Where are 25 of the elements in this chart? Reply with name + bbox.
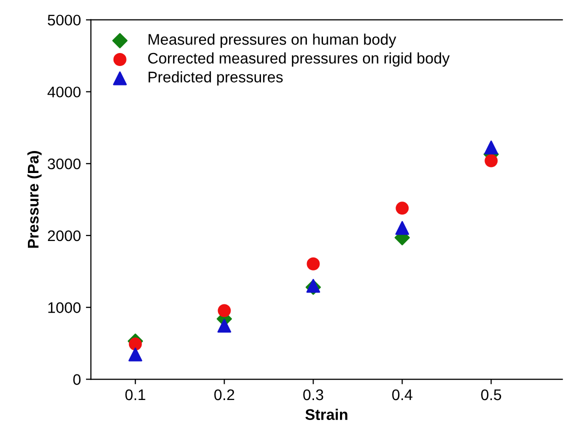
point [128, 348, 142, 362]
x-tick-label: 0.4 [392, 389, 412, 400]
point [484, 154, 498, 168]
point [217, 318, 232, 333]
legend-label: Predicted pressures [148, 71, 283, 86]
y-tick-label: 3000 [48, 158, 81, 170]
y-tick-label: 4000 [48, 86, 81, 98]
point [484, 140, 498, 154]
x-tick-label: 0.3 [303, 389, 324, 400]
x-tick-label: 0.5 [481, 389, 502, 400]
y-tick-label: 0 [73, 374, 81, 385]
y-tick-label: 1000 [48, 302, 81, 314]
y-tick-label: 2000 [48, 230, 81, 242]
point [396, 202, 409, 215]
x-axis-title: Strain [305, 408, 348, 420]
legend-label: Corrected measured pressures on rigid body [148, 52, 450, 67]
legend-label: Measured pressures on human body [148, 34, 396, 48]
point [128, 338, 142, 351]
point [306, 257, 320, 270]
x-tick-label: 0.1 [125, 389, 146, 400]
x-tick-label: 0.2 [214, 389, 234, 400]
point [218, 304, 231, 318]
y-tick-label: 5000 [48, 14, 81, 26]
point [395, 221, 410, 235]
y-axis-title: Pressure (Pa) [27, 151, 42, 248]
